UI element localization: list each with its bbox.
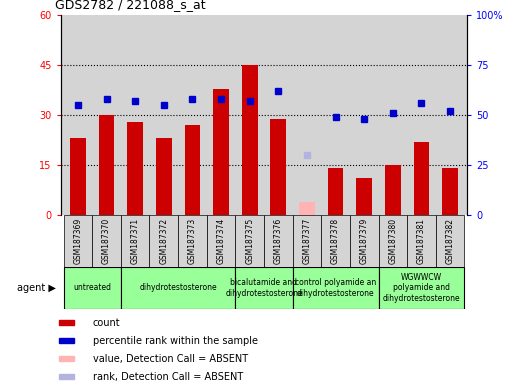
Bar	[264, 215, 293, 267]
Text: count: count	[93, 318, 120, 328]
Bar	[70, 139, 86, 215]
Bar	[321, 215, 350, 267]
Bar	[59, 374, 74, 379]
Bar	[121, 215, 149, 267]
Bar	[442, 169, 458, 215]
Bar	[185, 125, 200, 215]
Text: GSM187370: GSM187370	[102, 218, 111, 264]
Bar	[293, 267, 379, 309]
Text: GSM187379: GSM187379	[360, 218, 369, 264]
Bar	[213, 89, 229, 215]
Bar	[379, 215, 407, 267]
Bar	[92, 215, 121, 267]
Text: GSM187376: GSM187376	[274, 218, 283, 264]
Bar	[328, 169, 343, 215]
Bar	[63, 267, 121, 309]
Bar	[235, 215, 264, 267]
Text: GSM187374: GSM187374	[216, 218, 225, 264]
Bar	[379, 267, 465, 309]
Text: control polyamide an
dihydrotestosterone: control polyamide an dihydrotestosterone	[295, 278, 376, 298]
Text: GSM187375: GSM187375	[245, 218, 254, 264]
Text: bicalutamide and
dihydrotestosterone: bicalutamide and dihydrotestosterone	[225, 278, 303, 298]
Bar	[235, 267, 293, 309]
Bar	[121, 267, 235, 309]
Text: percentile rank within the sample: percentile rank within the sample	[93, 336, 258, 346]
Text: dihydrotestosterone: dihydrotestosterone	[139, 283, 217, 293]
Bar	[407, 215, 436, 267]
Text: GSM187377: GSM187377	[303, 218, 312, 264]
Text: untreated: untreated	[73, 283, 111, 293]
Bar	[436, 215, 465, 267]
Bar	[356, 179, 372, 215]
Bar	[293, 215, 321, 267]
Text: value, Detection Call = ABSENT: value, Detection Call = ABSENT	[93, 354, 248, 364]
Text: GSM187372: GSM187372	[159, 218, 168, 264]
Bar	[270, 119, 286, 215]
Text: GSM187373: GSM187373	[188, 218, 197, 264]
Bar	[299, 202, 315, 215]
Text: GSM187378: GSM187378	[331, 218, 340, 264]
Bar	[149, 215, 178, 267]
Bar	[99, 115, 115, 215]
Text: GSM187371: GSM187371	[130, 218, 140, 264]
Bar	[59, 320, 74, 325]
Bar	[63, 215, 92, 267]
Bar	[178, 215, 207, 267]
Text: GDS2782 / 221088_s_at: GDS2782 / 221088_s_at	[55, 0, 206, 12]
Bar	[127, 122, 143, 215]
Bar	[156, 139, 172, 215]
Text: GSM187380: GSM187380	[388, 218, 398, 264]
Bar	[242, 65, 258, 215]
Bar	[59, 356, 74, 361]
Text: WGWWCW
polyamide and
dihydrotestosterone: WGWWCW polyamide and dihydrotestosterone	[383, 273, 460, 303]
Bar	[385, 165, 401, 215]
Bar	[413, 142, 429, 215]
Bar	[207, 215, 235, 267]
Bar	[59, 338, 74, 343]
Text: GSM187381: GSM187381	[417, 218, 426, 264]
Text: agent ▶: agent ▶	[16, 283, 55, 293]
Bar	[350, 215, 379, 267]
Text: GSM187369: GSM187369	[73, 218, 82, 264]
Text: GSM187382: GSM187382	[446, 218, 455, 264]
Text: rank, Detection Call = ABSENT: rank, Detection Call = ABSENT	[93, 371, 243, 382]
